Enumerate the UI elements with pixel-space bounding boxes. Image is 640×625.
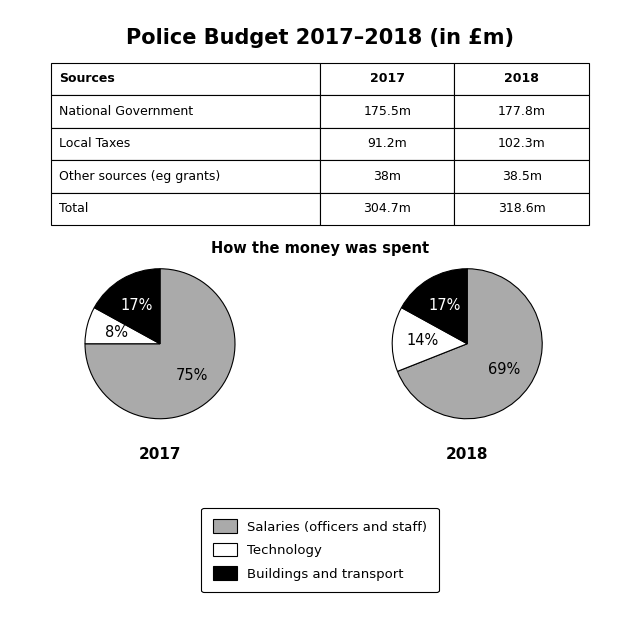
Legend: Salaries (officers and staff), Technology, Buildings and transport: Salaries (officers and staff), Technolog… <box>201 508 439 592</box>
Bar <box>454 160 589 192</box>
Text: 17%: 17% <box>428 298 461 312</box>
Bar <box>51 160 320 192</box>
Bar <box>454 192 589 225</box>
Wedge shape <box>85 308 160 344</box>
Bar <box>320 95 454 128</box>
Wedge shape <box>392 308 467 371</box>
Text: Other sources (eg grants): Other sources (eg grants) <box>60 170 221 182</box>
Text: 177.8m: 177.8m <box>497 105 545 118</box>
Text: 318.6m: 318.6m <box>498 202 545 215</box>
Bar <box>51 62 320 95</box>
Wedge shape <box>85 269 235 419</box>
Text: 2018: 2018 <box>446 447 488 462</box>
Text: 2018: 2018 <box>504 72 539 85</box>
Bar <box>51 127 320 160</box>
Text: 102.3m: 102.3m <box>498 138 545 150</box>
Text: 38m: 38m <box>373 170 401 182</box>
Bar <box>454 127 589 160</box>
Text: 69%: 69% <box>488 361 520 376</box>
Bar <box>454 95 589 128</box>
Bar <box>454 62 589 95</box>
Text: How the money was spent: How the money was spent <box>211 241 429 256</box>
Text: 91.2m: 91.2m <box>367 138 407 150</box>
Bar <box>320 160 454 192</box>
Wedge shape <box>401 269 467 344</box>
Text: 2017: 2017 <box>370 72 404 85</box>
Bar <box>320 127 454 160</box>
Text: 75%: 75% <box>175 368 208 383</box>
Bar <box>51 95 320 128</box>
Text: 2017: 2017 <box>139 447 181 462</box>
Text: Local Taxes: Local Taxes <box>60 138 131 150</box>
Bar <box>320 62 454 95</box>
Text: 175.5m: 175.5m <box>363 105 411 118</box>
Text: 17%: 17% <box>121 298 154 312</box>
Text: Police Budget 2017–2018 (in £m): Police Budget 2017–2018 (in £m) <box>126 28 514 48</box>
Text: 38.5m: 38.5m <box>502 170 541 182</box>
Wedge shape <box>397 269 542 419</box>
Bar <box>51 192 320 225</box>
Text: Sources: Sources <box>60 72 115 85</box>
Text: 304.7m: 304.7m <box>364 202 411 215</box>
Wedge shape <box>94 269 160 344</box>
Bar <box>320 192 454 225</box>
Text: Total: Total <box>60 202 88 215</box>
Text: 14%: 14% <box>406 333 438 348</box>
Text: National Government: National Government <box>60 105 193 118</box>
Text: 8%: 8% <box>105 325 128 340</box>
